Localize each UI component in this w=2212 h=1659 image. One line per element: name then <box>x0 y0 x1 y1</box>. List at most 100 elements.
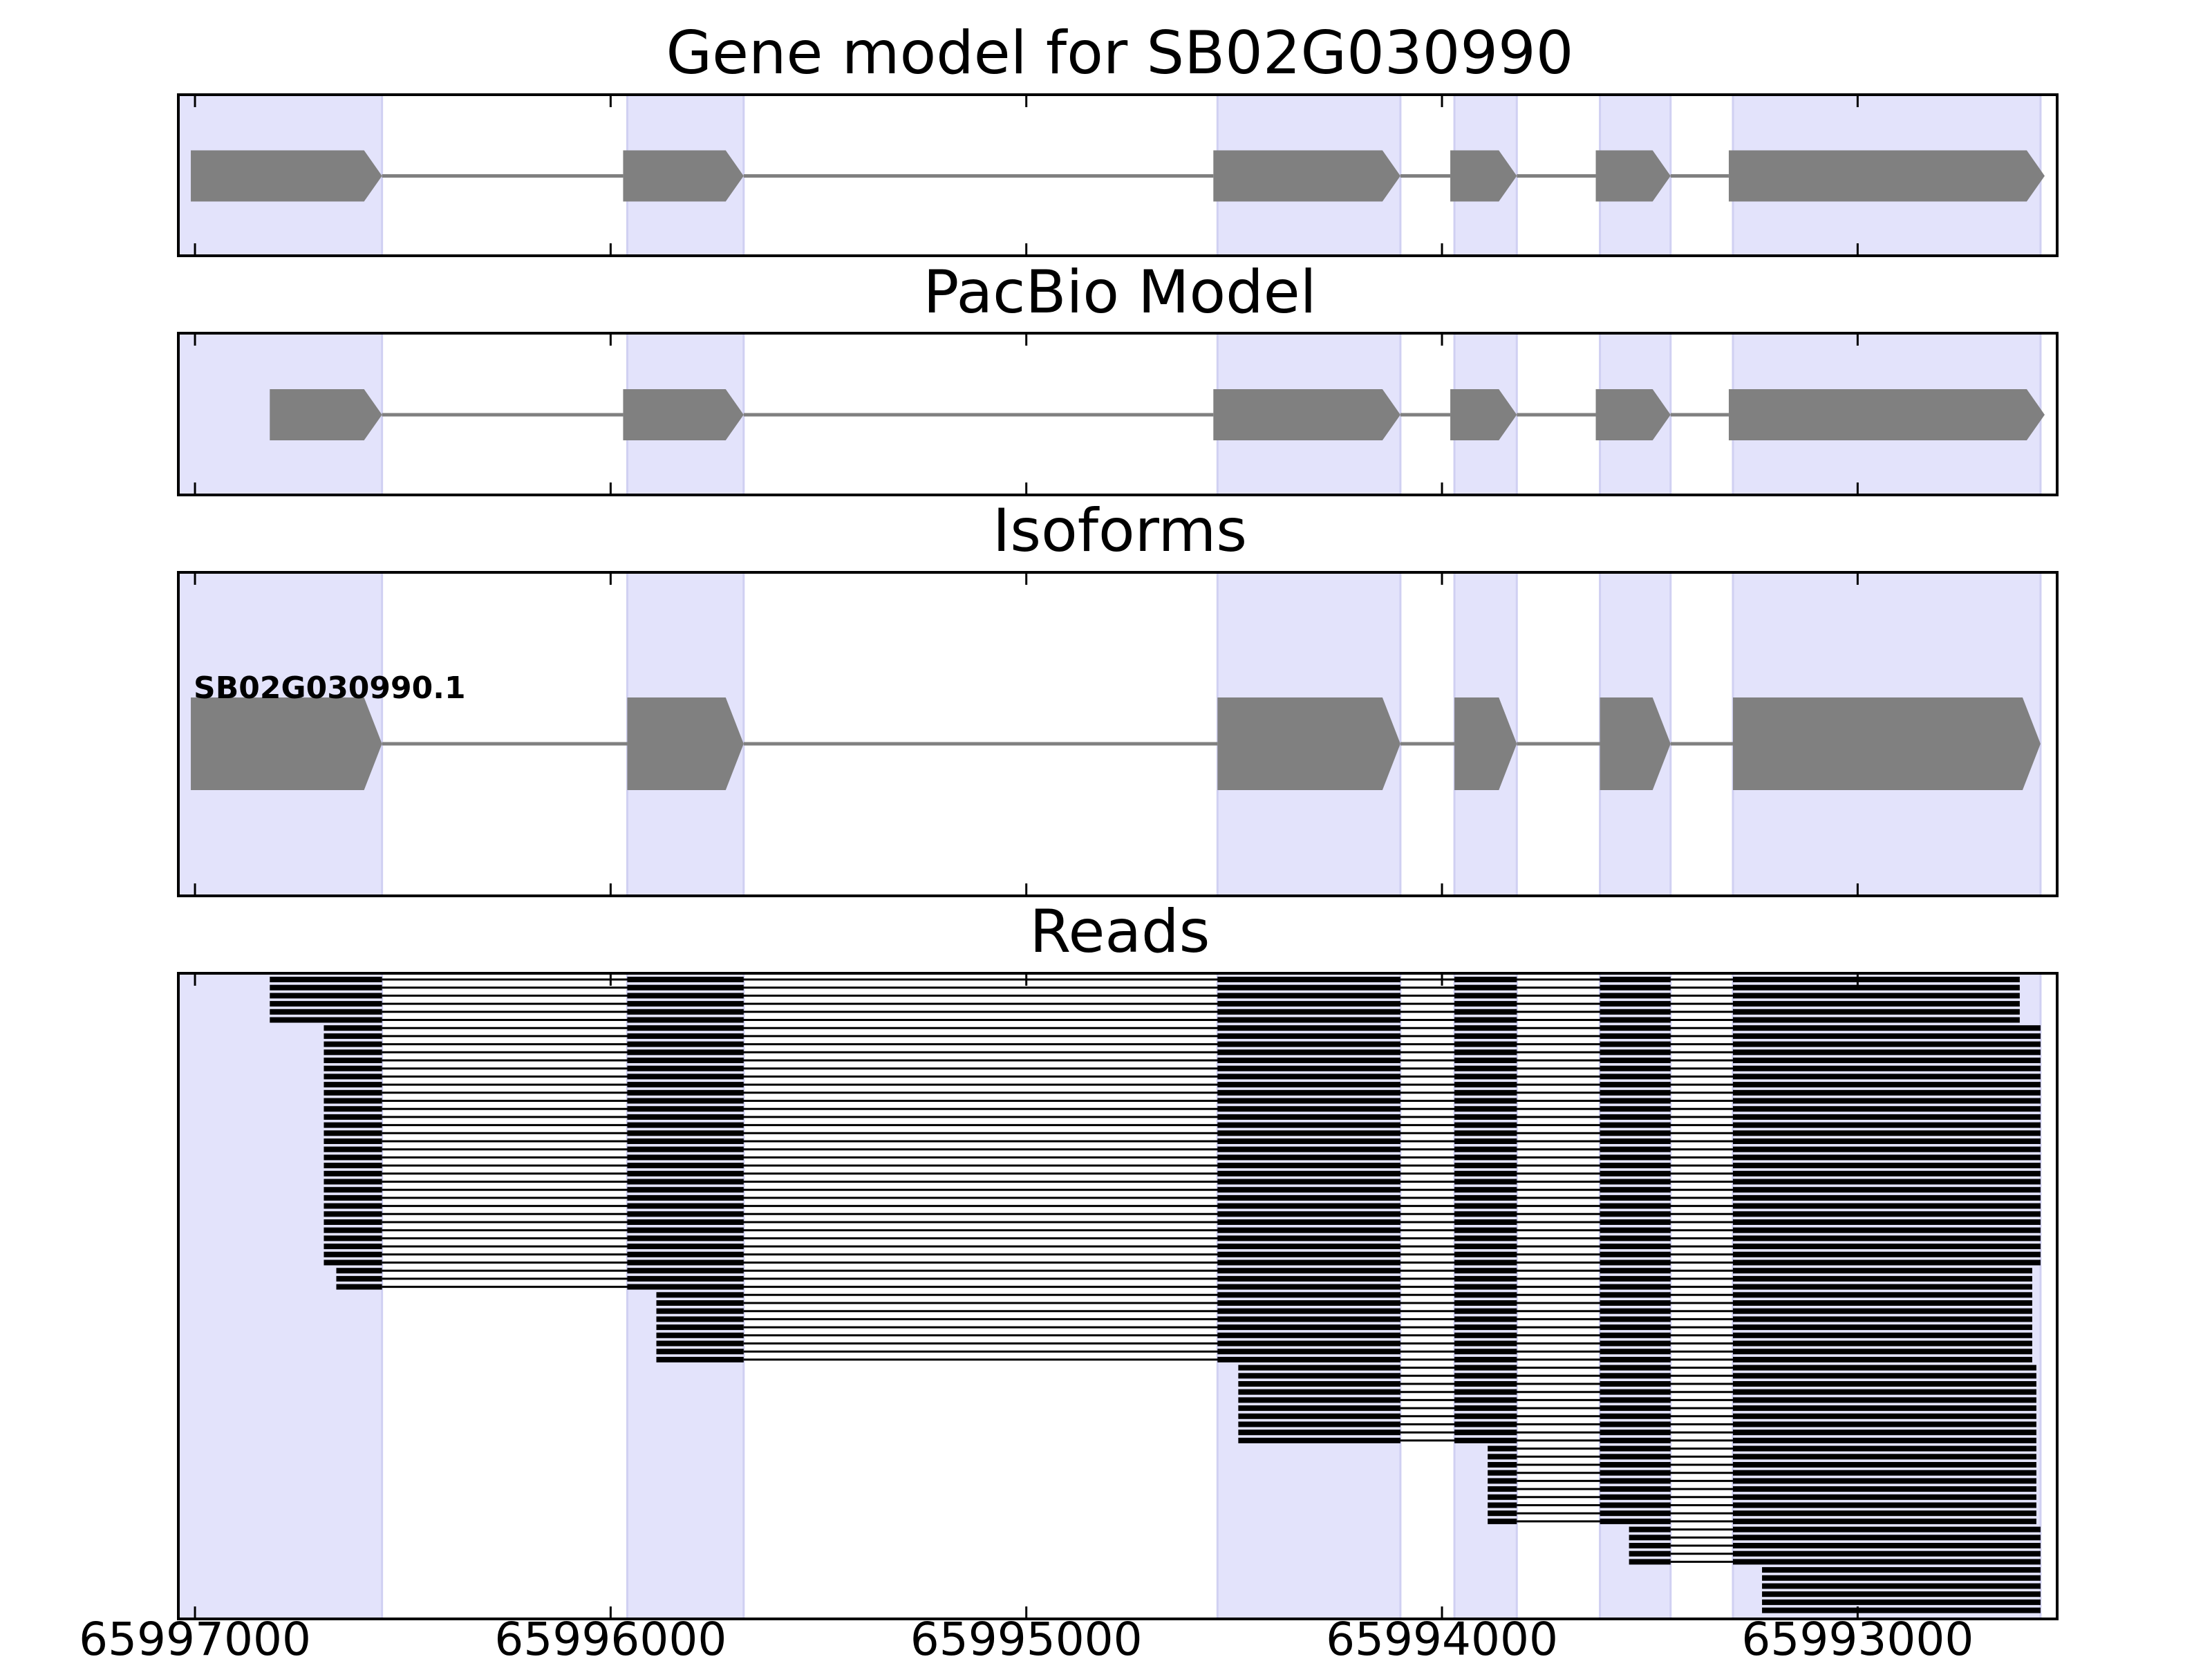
read <box>324 1219 2041 1225</box>
read-exon <box>1600 1130 1671 1136</box>
read-exon <box>1600 1219 1671 1225</box>
read-exon <box>1488 1454 1517 1460</box>
read-exon <box>1454 1292 1517 1298</box>
read-exon <box>1732 1244 2041 1250</box>
read <box>270 1017 2020 1023</box>
read-exon <box>1454 1130 1517 1136</box>
read-exon <box>1732 1478 2036 1484</box>
read-exon <box>627 1284 744 1290</box>
read <box>1238 1437 2036 1443</box>
read-exon <box>1600 1244 1671 1250</box>
read-exon <box>656 1324 744 1331</box>
read-exon <box>1600 1001 1671 1007</box>
x-tick-label: 65995000 <box>910 1613 1143 1659</box>
read-exon <box>1600 1356 1671 1362</box>
read-exon <box>1629 1559 1671 1565</box>
read-exon <box>1629 1550 1671 1557</box>
read <box>324 1074 2041 1080</box>
read-exon <box>324 1203 382 1209</box>
read-exon <box>1217 1114 1400 1120</box>
pacbio-model-track: PacBio Model <box>177 258 2059 496</box>
exon-block <box>1450 389 1517 440</box>
read-exon <box>1600 1211 1671 1217</box>
read-exon <box>1600 1154 1671 1161</box>
read-exon <box>324 1025 382 1031</box>
read-exon <box>1454 1259 1517 1266</box>
read-exon <box>324 1170 382 1177</box>
read <box>1762 1575 2041 1581</box>
read-exon <box>1217 1300 1400 1306</box>
read-exon <box>1217 1284 1400 1290</box>
read-exon <box>1732 1098 2041 1104</box>
isoforms-title: Isoforms <box>993 496 1247 565</box>
read-exon <box>324 1065 382 1071</box>
read <box>324 1251 2041 1257</box>
read-exon <box>324 1049 382 1056</box>
read-exon <box>627 1009 744 1015</box>
read-exon <box>1217 1001 1400 1007</box>
read-exon <box>1762 1567 2041 1573</box>
read-exon <box>1732 1543 2041 1548</box>
panel-frame <box>177 972 2059 1620</box>
read-exon <box>1762 1591 2041 1597</box>
read <box>324 1130 2041 1136</box>
read <box>324 1114 2041 1120</box>
read-exon <box>1217 1349 1400 1355</box>
read-exon <box>1454 1421 1517 1427</box>
read-exon <box>656 1332 744 1338</box>
read-exon <box>324 1106 382 1112</box>
read-exon <box>1217 1179 1400 1185</box>
read-exon <box>1732 1340 2032 1347</box>
read-exon <box>1732 1308 2032 1314</box>
read-exon <box>627 1203 744 1209</box>
read-exon <box>1454 1235 1517 1241</box>
read-exon <box>1454 1316 1517 1322</box>
read-exon <box>1454 1017 1517 1023</box>
read-exon <box>1732 1082 2041 1088</box>
read-exon <box>1732 1445 2036 1452</box>
read-exon <box>1217 1154 1400 1161</box>
read-exon <box>1238 1437 1400 1443</box>
read-exon <box>1732 1203 2041 1209</box>
read <box>1488 1510 2036 1517</box>
read-exon <box>1732 977 2020 982</box>
read-exon <box>1488 1486 1517 1492</box>
read-exon <box>1217 1275 1400 1282</box>
read-exon <box>324 1219 382 1225</box>
read-exon <box>1454 1365 1517 1371</box>
read-exon <box>1600 1009 1671 1015</box>
read-exon <box>1732 1518 2036 1524</box>
read-exon <box>1732 1381 2036 1387</box>
read-exon <box>1217 1268 1400 1274</box>
read-exon <box>1454 1009 1517 1015</box>
read <box>1629 1526 2041 1533</box>
read <box>656 1349 2032 1355</box>
read <box>270 993 2020 999</box>
isoform-exon <box>1217 697 1400 790</box>
read-exon <box>627 1065 744 1071</box>
read-exon <box>1454 1397 1517 1403</box>
read-exon <box>270 984 382 991</box>
read-exon <box>1732 1211 2041 1217</box>
read-exon <box>1454 1194 1517 1201</box>
read-exon <box>1732 1405 2036 1412</box>
read <box>324 1089 2041 1096</box>
exon-block <box>1213 389 1400 440</box>
read <box>270 977 2020 982</box>
read-exon <box>1600 1470 1671 1476</box>
read-exon <box>1600 1138 1671 1144</box>
read-exon <box>270 1017 382 1023</box>
read-exon <box>1600 1389 1671 1395</box>
read-exon <box>1732 1300 2032 1306</box>
read-exon <box>324 1244 382 1250</box>
read <box>1238 1421 2036 1427</box>
gene-model-track: Gene model for SB02G030990 <box>177 19 2059 257</box>
read-exon <box>627 1194 744 1201</box>
read <box>324 1033 2041 1039</box>
read <box>270 1001 2020 1007</box>
read-exon <box>627 1058 744 1063</box>
read-exon <box>1732 1430 2036 1436</box>
read <box>324 1154 2041 1161</box>
read-exon <box>1454 1025 1517 1031</box>
read <box>1762 1591 2041 1597</box>
